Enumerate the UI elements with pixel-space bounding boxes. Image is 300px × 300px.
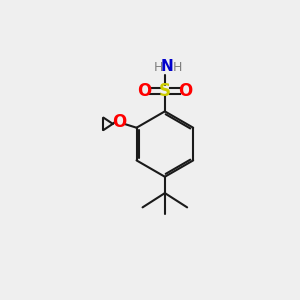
Text: S: S [159, 82, 171, 100]
Text: O: O [178, 82, 192, 100]
Text: O: O [137, 82, 152, 100]
Text: N: N [161, 59, 174, 74]
Text: H: H [154, 61, 163, 74]
Text: O: O [112, 113, 126, 131]
Text: H: H [173, 61, 182, 74]
